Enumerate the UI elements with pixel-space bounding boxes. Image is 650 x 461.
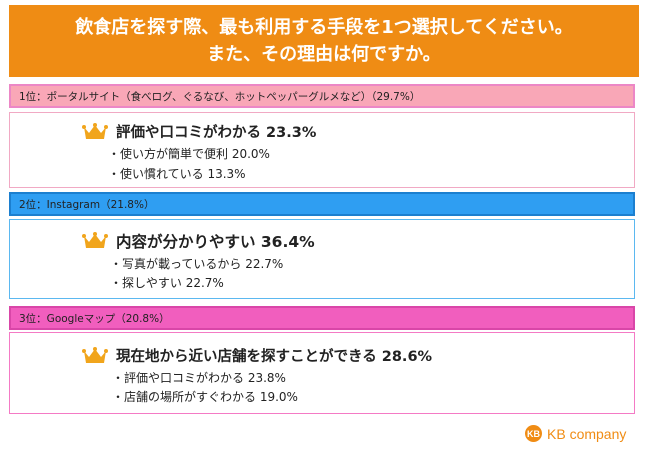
question-header: 飲食店を探す際、最も利用する手段を1つ選択してください。 また、その理由は何です…	[9, 5, 639, 77]
crown-icon	[82, 122, 108, 139]
rank-2-sub-reason-2: ・探しやすい 22.7%	[110, 276, 224, 290]
rank-3-label: 3位：Googleマップ（20.8%）	[19, 312, 170, 325]
crown-icon	[82, 346, 108, 363]
rank-2-main-row: 内容が分かりやすい 36.4%	[82, 230, 315, 252]
rank-1-panel: 評価や口コミがわかる 23.3% ・使い方が簡単で便利 20.0% ・使い慣れて…	[9, 112, 635, 188]
logo-text: KB company	[547, 425, 627, 442]
rank-2-label: 2位：Instagram（21.8%）	[19, 198, 155, 211]
rank-2-panel: 内容が分かりやすい 36.4% ・写真が載っているから 22.7% ・探しやすい…	[9, 219, 635, 299]
rank-2-sub-reason-1: ・写真が載っているから 22.7%	[110, 257, 284, 271]
rank-3-main-reason: 現在地から近い店舗を探すことができる 28.6%	[116, 349, 433, 365]
rank-3-sub-reason-2: ・店舗の場所がすぐわかる 19.0%	[112, 390, 298, 404]
crown-icon	[82, 232, 108, 248]
kb-logo-icon: KB	[525, 425, 542, 442]
rank-2-bar: 2位：Instagram（21.8%）	[9, 192, 635, 216]
question-line-2: また、その理由は何ですか。	[207, 44, 441, 65]
rank-1-bar: 1位：ポータルサイト（食べログ、ぐるなび、ホットペッパーグルメなど）（29.7%…	[9, 84, 635, 108]
question-line-1: 飲食店を探す際、最も利用する手段を1つ選択してください。	[75, 17, 573, 38]
rank-3-main-row: 現在地から近い店舗を探すことができる 28.6%	[82, 345, 432, 366]
rank-3-sub-reason-1: ・評価や口コミがわかる 23.8%	[112, 371, 286, 385]
rank-1-main-reason: 評価や口コミがわかる 23.3%	[116, 125, 317, 141]
rank-1-sub-reason-2: ・使い慣れている 13.3%	[108, 167, 246, 181]
rank-3-panel: 現在地から近い店舗を探すことができる 28.6% ・評価や口コミがわかる 23.…	[9, 332, 635, 414]
rank-2-main-reason: 内容が分かりやすい 36.4%	[116, 233, 315, 251]
rank-1-label: 1位：ポータルサイト（食べログ、ぐるなび、ホットペッパーグルメなど）（29.7%…	[19, 90, 421, 103]
rank-1-sub-reason-1: ・使い方が簡単で便利 20.0%	[108, 147, 270, 161]
rank-3-bar: 3位：Googleマップ（20.8%）	[9, 306, 635, 330]
rank-1-main-row: 評価や口コミがわかる 23.3%	[82, 121, 316, 142]
kb-company-logo: KB KB company	[525, 425, 626, 442]
